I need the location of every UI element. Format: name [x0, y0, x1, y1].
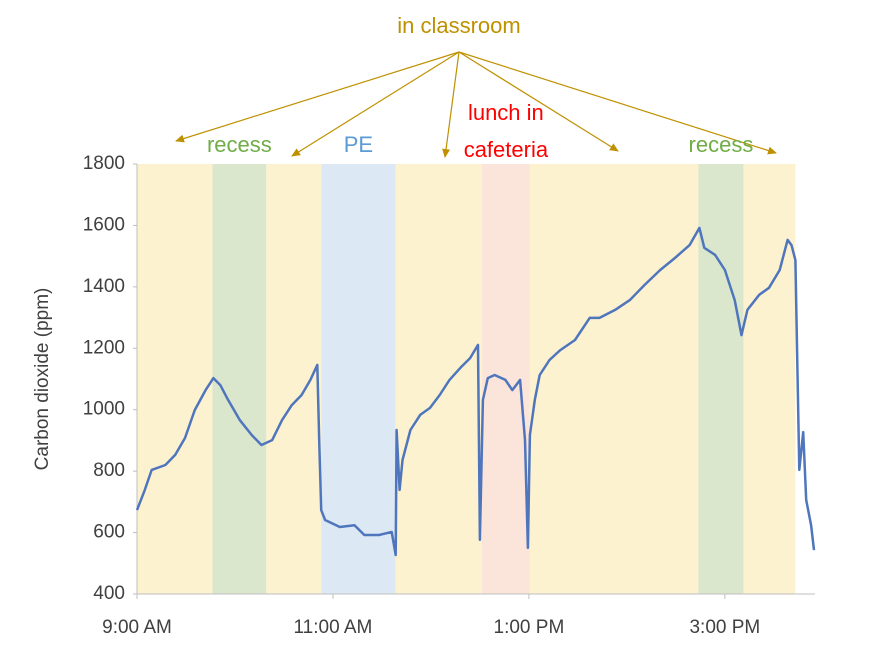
band-label: cafeteria: [464, 137, 549, 162]
bands: [137, 164, 796, 594]
band: [137, 164, 213, 594]
y-tick-label: 800: [93, 460, 125, 481]
y-tick-label: 400: [93, 583, 125, 604]
band: [698, 164, 744, 594]
y-tick-label: 1400: [83, 276, 125, 297]
band-label: PE: [344, 132, 373, 157]
band-label: lunch in: [468, 100, 544, 125]
y-tick-label: 1200: [83, 337, 125, 358]
co2-line: [135, 226, 816, 557]
arrow: [442, 51, 460, 158]
y-tick-label: 1000: [83, 399, 125, 420]
y-tick-label: 1600: [83, 214, 125, 235]
band: [743, 164, 796, 594]
band: [529, 164, 699, 594]
arrow: [291, 51, 460, 157]
x-tick-label: 9:00 AM: [102, 617, 172, 638]
x-tick-label: 3:00 PM: [689, 617, 760, 638]
arrow: [175, 51, 460, 143]
band: [321, 164, 396, 594]
y-tick-label: 600: [93, 522, 125, 543]
annotation-arrows: [175, 51, 777, 158]
x-tick-label: 11:00 AM: [294, 617, 373, 638]
band: [266, 164, 322, 594]
band-label: recess: [689, 132, 754, 157]
annotation: in classroom: [397, 13, 520, 38]
band: [212, 164, 267, 594]
x-tick-label: 1:00 PM: [494, 617, 565, 638]
band: [395, 164, 482, 594]
arrow: [458, 51, 777, 155]
y-axis-label: Carbon dioxide (ppm): [32, 288, 53, 471]
band-label: recess: [207, 132, 272, 157]
arrow: [458, 51, 619, 152]
y-tick-label: 1800: [83, 153, 125, 174]
